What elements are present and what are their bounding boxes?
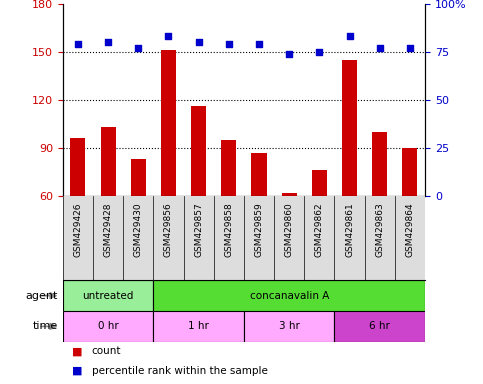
Point bbox=[134, 45, 142, 51]
Text: GSM429862: GSM429862 bbox=[315, 203, 324, 257]
Point bbox=[165, 33, 172, 40]
Point bbox=[195, 39, 202, 45]
Text: time: time bbox=[33, 321, 58, 331]
Text: 1 hr: 1 hr bbox=[188, 321, 209, 331]
Bar bbox=[131, 159, 146, 196]
Point bbox=[74, 41, 82, 47]
Text: 3 hr: 3 hr bbox=[279, 321, 299, 331]
Point bbox=[406, 45, 414, 51]
Bar bbox=[63, 280, 154, 311]
Bar bbox=[100, 127, 115, 196]
Bar bbox=[312, 170, 327, 196]
Bar bbox=[244, 311, 334, 342]
Bar bbox=[372, 132, 387, 196]
Text: ■: ■ bbox=[72, 366, 83, 376]
Bar bbox=[161, 50, 176, 196]
Text: GSM429860: GSM429860 bbox=[284, 203, 294, 257]
Bar bbox=[154, 311, 244, 342]
Point bbox=[315, 49, 323, 55]
Bar bbox=[154, 280, 425, 311]
Text: percentile rank within the sample: percentile rank within the sample bbox=[92, 366, 268, 376]
Text: concanavalin A: concanavalin A bbox=[250, 291, 329, 301]
Text: 6 hr: 6 hr bbox=[369, 321, 390, 331]
Text: GSM429858: GSM429858 bbox=[224, 203, 233, 257]
Text: untreated: untreated bbox=[83, 291, 134, 301]
Bar bbox=[71, 138, 85, 196]
Text: GSM429428: GSM429428 bbox=[103, 203, 113, 257]
Bar bbox=[221, 140, 236, 196]
Text: GSM429857: GSM429857 bbox=[194, 203, 203, 257]
Bar bbox=[63, 311, 154, 342]
Point bbox=[376, 45, 384, 51]
Text: GSM429856: GSM429856 bbox=[164, 203, 173, 257]
Text: GSM429430: GSM429430 bbox=[134, 203, 143, 257]
Text: count: count bbox=[92, 346, 121, 356]
Text: agent: agent bbox=[26, 291, 58, 301]
Bar bbox=[402, 148, 417, 196]
Text: GSM429864: GSM429864 bbox=[405, 203, 414, 257]
Point bbox=[225, 41, 233, 47]
Point bbox=[285, 51, 293, 57]
Text: GSM429863: GSM429863 bbox=[375, 203, 384, 257]
Bar bbox=[191, 106, 206, 196]
Bar bbox=[342, 60, 357, 196]
Point bbox=[346, 33, 354, 40]
Text: 0 hr: 0 hr bbox=[98, 321, 118, 331]
Point bbox=[104, 39, 112, 45]
Bar bbox=[252, 153, 267, 196]
Text: GSM429426: GSM429426 bbox=[73, 203, 83, 257]
Text: GSM429859: GSM429859 bbox=[255, 203, 264, 257]
Point bbox=[255, 41, 263, 47]
Text: GSM429861: GSM429861 bbox=[345, 203, 354, 257]
Bar bbox=[282, 193, 297, 196]
Bar bbox=[335, 311, 425, 342]
Text: ■: ■ bbox=[72, 346, 83, 356]
